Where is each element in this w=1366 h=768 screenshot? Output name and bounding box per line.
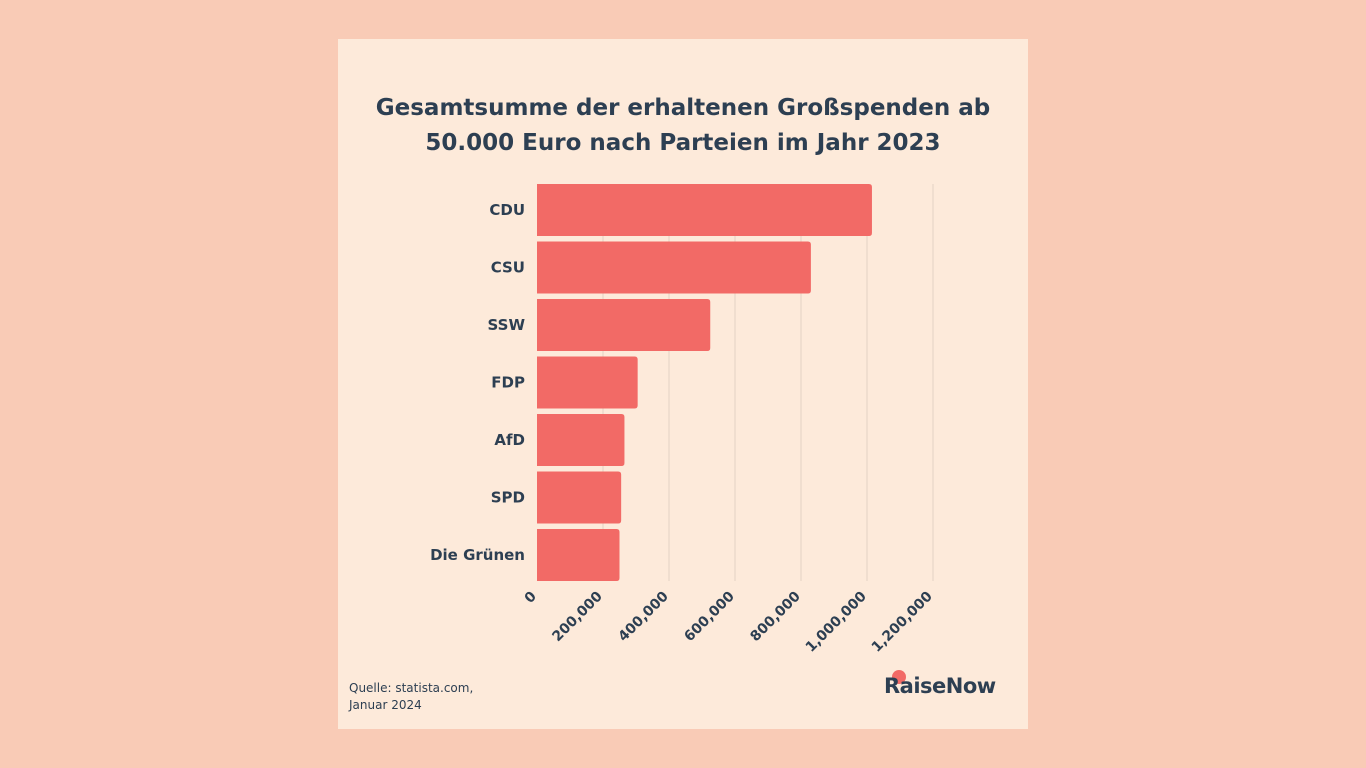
category-label: FDP	[491, 374, 525, 392]
bar	[537, 241, 811, 294]
raisenow-logo: RaiseNow	[884, 669, 1014, 709]
bar	[537, 184, 872, 236]
category-label: CSU	[491, 259, 525, 277]
category-label: AfD	[494, 431, 525, 449]
x-tick-label: 200,000	[549, 588, 606, 645]
bar	[537, 299, 711, 351]
bar	[537, 471, 622, 524]
x-tick-label: 600,000	[681, 588, 738, 645]
chart-title: Gesamtsumme der erhaltenen Großspenden a…	[338, 91, 1028, 161]
chart-title-line-1: Gesamtsumme der erhaltenen Großspenden a…	[375, 95, 991, 121]
x-tick-label: 0	[522, 588, 540, 606]
chart-card: Gesamtsumme der erhaltenen Großspenden a…	[338, 39, 1028, 729]
source-note: Quelle: statista.com, Januar 2024	[349, 680, 473, 714]
source-line-1: Quelle: statista.com,	[349, 681, 474, 695]
bar	[537, 529, 620, 581]
logo-text: RaiseNow	[884, 674, 996, 698]
category-label: Die Grünen	[430, 546, 525, 564]
bar	[537, 414, 625, 466]
bar	[537, 356, 638, 409]
logo-dot-icon	[892, 670, 906, 684]
category-label: SPD	[491, 489, 525, 507]
x-tick-label: 1,200,000	[869, 588, 936, 655]
category-label: SSW	[488, 316, 526, 334]
x-tick-label: 800,000	[747, 588, 804, 645]
category-label: CDU	[489, 201, 525, 219]
x-tick-label: 1,000,000	[803, 588, 870, 655]
chart-title-line-2: 50.000 Euro nach Parteien im Jahr 2023	[425, 130, 941, 156]
bar-chart: CDU CSU SSW FDP AfD SPD Die Grünen 0 200,000 400,…	[430, 184, 936, 656]
x-tick-label: 400,000	[615, 588, 672, 645]
source-line-2: Januar 2024	[349, 698, 422, 712]
